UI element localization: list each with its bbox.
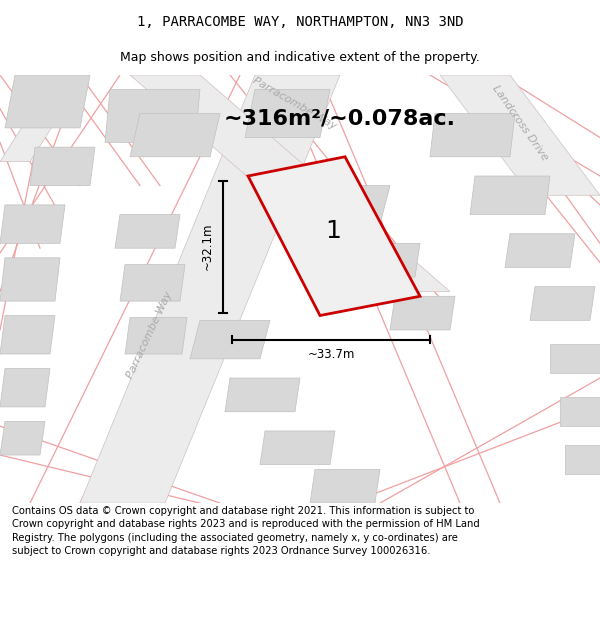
Polygon shape xyxy=(470,176,550,214)
Polygon shape xyxy=(0,421,45,455)
Polygon shape xyxy=(245,89,330,138)
Polygon shape xyxy=(248,157,420,316)
Polygon shape xyxy=(130,75,450,291)
Text: 1, PARRACOMBE WAY, NORTHAMPTON, NN3 3ND: 1, PARRACOMBE WAY, NORTHAMPTON, NN3 3ND xyxy=(137,15,463,29)
Text: 1: 1 xyxy=(325,219,341,243)
Polygon shape xyxy=(310,469,380,503)
Text: Contains OS data © Crown copyright and database right 2021. This information is : Contains OS data © Crown copyright and d… xyxy=(12,506,480,556)
Polygon shape xyxy=(565,446,600,474)
Polygon shape xyxy=(125,318,187,354)
Polygon shape xyxy=(115,214,180,248)
Text: Landcross Drive: Landcross Drive xyxy=(490,84,550,162)
Polygon shape xyxy=(225,378,300,412)
Text: Parracombe Way: Parracombe Way xyxy=(251,76,338,132)
Polygon shape xyxy=(390,296,455,330)
Polygon shape xyxy=(440,75,600,195)
Polygon shape xyxy=(0,75,85,162)
Polygon shape xyxy=(120,264,185,301)
Polygon shape xyxy=(5,75,90,128)
Polygon shape xyxy=(0,316,55,354)
Polygon shape xyxy=(190,321,270,359)
Polygon shape xyxy=(80,75,340,503)
Text: Parracombe Way: Parracombe Way xyxy=(125,289,175,380)
Polygon shape xyxy=(0,368,50,407)
Polygon shape xyxy=(0,205,65,243)
Polygon shape xyxy=(350,243,420,277)
Polygon shape xyxy=(530,287,595,321)
Polygon shape xyxy=(550,344,600,373)
Polygon shape xyxy=(310,186,390,224)
Text: ~32.1m: ~32.1m xyxy=(200,223,214,271)
Polygon shape xyxy=(130,114,220,157)
Polygon shape xyxy=(560,398,600,426)
Polygon shape xyxy=(430,114,515,157)
Polygon shape xyxy=(0,258,60,301)
Polygon shape xyxy=(105,89,200,142)
Polygon shape xyxy=(505,234,575,268)
Polygon shape xyxy=(30,147,95,186)
Polygon shape xyxy=(260,431,335,464)
Text: ~33.7m: ~33.7m xyxy=(307,349,355,361)
Text: Map shows position and indicative extent of the property.: Map shows position and indicative extent… xyxy=(120,51,480,64)
Text: ~316m²/~0.078ac.: ~316m²/~0.078ac. xyxy=(224,108,456,128)
